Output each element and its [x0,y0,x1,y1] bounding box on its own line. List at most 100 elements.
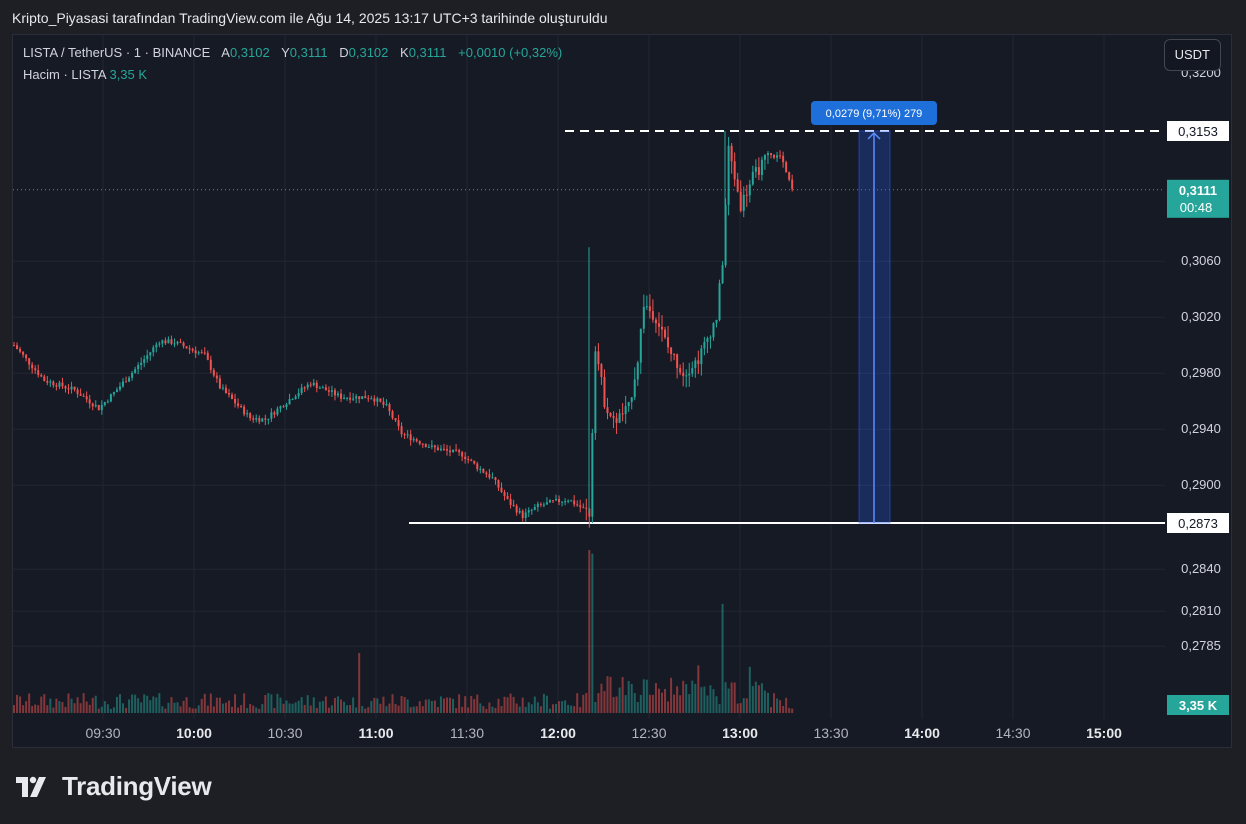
volume-bar [539,706,542,713]
volume-bar [200,698,203,713]
candle-body [28,358,31,365]
candle-body [718,283,721,320]
candle-body [542,504,545,506]
candle-body [300,387,303,394]
candle-body [570,500,573,502]
volume-bar [67,693,70,713]
line-price-badge [1167,121,1229,141]
candle-body [333,390,336,396]
volume-bar [473,699,476,713]
candle-body [467,459,470,461]
candle-body [521,510,524,519]
currency-button[interactable]: USDT [1163,39,1221,71]
volume-bar [224,702,227,713]
candle-body [712,323,715,338]
candle-body [176,341,179,344]
volume-bar [188,707,191,713]
candle-body [291,399,294,401]
volume-bar [391,694,394,713]
volume-bar [176,702,179,713]
volume-bar [555,703,558,713]
candle-body [733,161,736,180]
candle-body [91,403,94,407]
chart-panel[interactable]: 0,0279 (9,71%) 279 0,3060 0,3020 0,2980 0,29… [12,34,1232,748]
volume-bar [494,707,497,713]
measure-label: 0,0279 (9,71%) 279 [826,108,923,120]
volume-bar [736,703,739,713]
volume-bar [109,708,112,713]
volume-bar [452,698,455,713]
volume-bar [561,701,564,713]
close-label: K [400,45,409,60]
candle-body [667,337,670,348]
volume-bar [231,706,234,713]
candle-body [182,342,185,347]
volume-bar [688,694,691,713]
volume-bar [64,706,67,713]
candle-body [555,498,558,501]
volume-bar [379,703,382,713]
candle-body [240,405,243,407]
volume-bar [234,694,237,713]
candle-body [455,449,458,451]
volume-bar [785,697,788,713]
candle-body [79,393,82,396]
candle-body [330,390,333,392]
candle-body [697,360,700,365]
candle-body [527,510,530,513]
candle-body [231,394,234,399]
volume-bar [321,701,324,713]
volume-bar [237,707,240,713]
volume-legend[interactable]: Hacim · LISTA 3,35 K [23,67,147,82]
volume-bar [709,685,712,713]
candle-body [700,348,703,365]
volume-bar [436,707,439,713]
candle-body [273,412,276,415]
candle-body [288,399,291,405]
volume-bar [185,697,188,713]
volume-bar [155,697,158,713]
volume-bar [43,694,46,713]
candle-body [34,368,37,371]
candle-body [149,352,152,356]
volume-bar [773,693,776,713]
candle-body [200,352,203,354]
price-chart[interactable]: 0,0279 (9,71%) 279 0,3060 0,3020 0,2980 0,29… [13,35,1232,748]
volume-bar [128,699,131,713]
volume-bar [733,682,736,713]
chart-caption: Kripto_Piyasasi tarafından TradingView.c… [12,10,608,26]
volume-bar [503,696,506,713]
volume-bar [122,703,125,713]
candle-body [397,420,400,427]
volume-bar [585,692,588,713]
line-price-badge [1167,513,1229,533]
volume-bar [721,603,724,713]
candle-body [94,405,97,407]
volume-bar [336,696,339,713]
volume-bar [594,702,597,713]
volume-bar [700,687,703,713]
volume-bar [373,697,376,713]
candle-body [585,507,588,509]
volume-bar [403,696,406,713]
candle-body [773,154,776,158]
volume-bar [34,704,37,713]
high-label: Y [281,45,290,60]
symbol-name[interactable]: LISTA / TetherUS · 1 · BINANCE [23,45,211,60]
candle-body [600,364,603,378]
symbol-legend[interactable]: LISTA / TetherUS · 1 · BINANCE A0,3102 Y… [23,45,562,60]
candle-body [191,348,194,351]
volume-bar [152,696,155,713]
volume-bar [627,680,630,713]
time-tick-label: 12:30 [631,725,666,741]
candle-body [500,487,503,493]
candle-body [282,406,285,408]
candle-body [776,155,779,158]
volume-bar [760,683,763,713]
volume-bar [694,683,697,713]
volume-bar [264,695,267,713]
volume-bar [143,694,146,713]
candle-body [164,340,167,344]
candle-body [506,496,509,499]
volume-bar [288,703,291,713]
